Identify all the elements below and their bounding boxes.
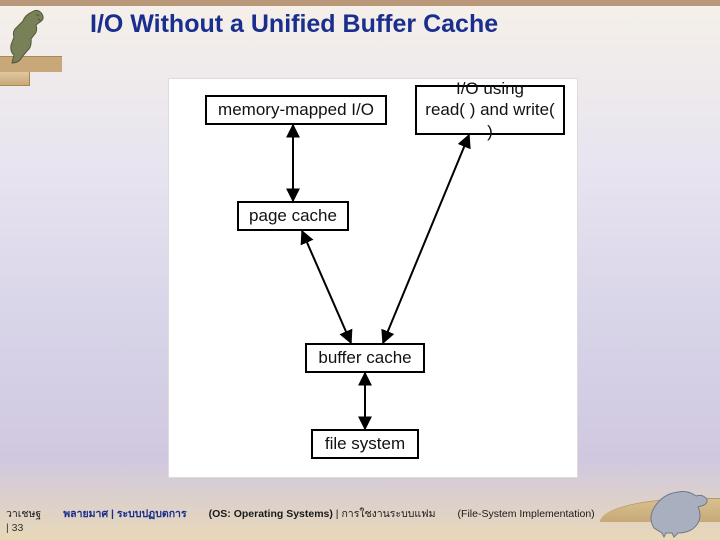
footer-course-thai: พลายมาศ | ระบบปฏบตการ [63,505,186,522]
decorative-pedestal [0,72,30,86]
node-rw: I/O usingread( ) and write( ) [415,85,565,135]
dinosaur-left-icon [2,8,50,70]
footer-author-name: วาเชษฐ [6,508,41,520]
edge-pc-bc [302,231,351,343]
footer-author: วาเชษฐ | 33 [6,505,41,534]
diagram-container: memory-mapped I/O I/O usingread( ) and wr… [168,78,578,478]
footer-course-en: (OS: Operating Systems) | การใชงานระบบแฟ… [209,505,436,522]
footer-course-en-bold: (OS: Operating Systems) [209,508,333,520]
footer-page-number: | 33 [6,522,23,534]
footer-topic: (File-System Implementation) [458,508,595,520]
node-fs: file system [311,429,419,459]
top-accent-bar [0,0,720,6]
edge-rw-bc [383,135,469,343]
node-bc: buffer cache [305,343,425,373]
node-pc: page cache [237,201,349,231]
footer-course-en-rest: | การใชงานระบบแฟม [333,508,436,520]
slide-footer: วาเชษฐ | 33 พลายมาศ | ระบบปฏบตการ (OS: O… [0,505,720,534]
diagram: memory-mapped I/O I/O usingread( ) and wr… [169,79,577,477]
node-mmap: memory-mapped I/O [205,95,387,125]
slide-title: I/O Without a Unified Buffer Cache [90,10,710,39]
